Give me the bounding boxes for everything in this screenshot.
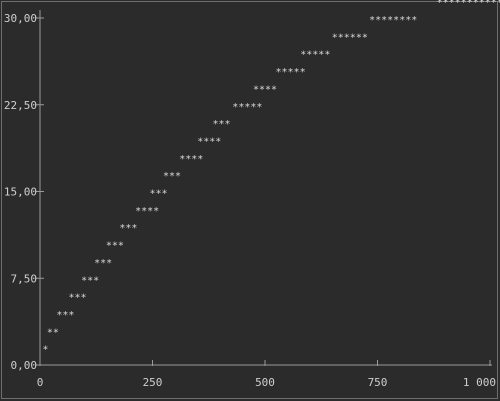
data-point: ***** — [232, 102, 262, 113]
x-tick-label: 1 000 — [463, 376, 496, 389]
x-tick-label: 500 — [255, 376, 275, 389]
data-points: ****************************************… — [42, 0, 500, 356]
x-axis-ticks: 0 250 500 750 1 000 — [37, 360, 496, 389]
data-point: ** — [47, 327, 59, 338]
data-point: *** — [163, 171, 181, 182]
data-point: **** — [197, 136, 221, 147]
y-tick-label: 0,00 — [11, 359, 38, 372]
data-point: ***** — [300, 50, 330, 61]
data-point: **** — [179, 154, 203, 165]
data-point: *** — [69, 293, 87, 304]
x-tick-label: 0 — [37, 376, 44, 389]
x-tick-label: 250 — [143, 376, 163, 389]
data-point: *** — [94, 258, 112, 269]
x-tick-label: 750 — [368, 376, 388, 389]
data-point: *** — [56, 310, 74, 321]
data-point: *** — [81, 275, 99, 286]
data-point: *** — [213, 119, 231, 130]
y-tick-label: 30,00 — [4, 12, 37, 25]
data-point: *** — [106, 241, 124, 252]
data-point: ***** — [276, 67, 306, 78]
y-tick-label: 7,50 — [11, 272, 38, 285]
data-point: *** — [119, 223, 137, 234]
data-point: ******** — [369, 15, 417, 26]
data-point: **** — [253, 84, 277, 95]
data-point: **** — [135, 206, 159, 217]
y-axis-ticks: 0,00 7,50 15,00 22,50 30,00 — [4, 12, 44, 372]
data-point: *** — [150, 189, 168, 200]
y-tick-label: 15,00 — [4, 186, 37, 199]
data-point: * — [42, 345, 48, 356]
data-point: ***************** — [437, 0, 500, 9]
data-point: ****** — [332, 32, 368, 43]
y-tick-label: 22,50 — [4, 99, 37, 112]
